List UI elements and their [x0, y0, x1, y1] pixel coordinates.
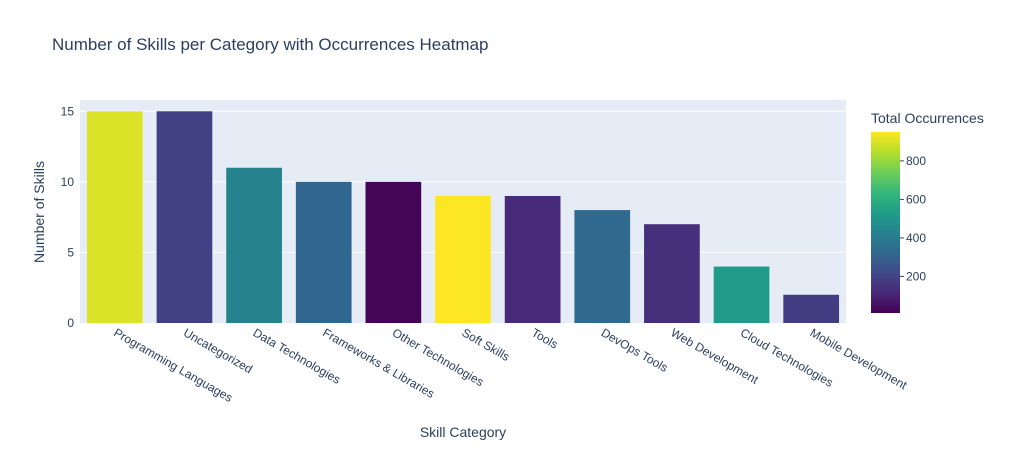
x-tick-label: Soft Skills	[460, 325, 513, 363]
x-axis-title: Skill Category	[420, 424, 506, 440]
bar	[574, 210, 631, 323]
bar	[504, 195, 561, 323]
colorbar	[871, 132, 900, 313]
y-tick-labels: 0 5 10 15	[61, 104, 75, 330]
bar	[295, 181, 352, 323]
y-tick-label: 5	[67, 245, 74, 259]
x-tick-label: Frameworks & Libraries	[320, 325, 437, 400]
bar	[86, 111, 143, 323]
bar	[226, 167, 282, 323]
chart-title: Number of Skills per Category with Occur…	[52, 35, 489, 54]
bars	[86, 111, 840, 323]
bar	[435, 195, 491, 323]
colorbar-tick-labels: 200 400 600 800	[900, 154, 926, 283]
bar	[644, 224, 700, 323]
x-tick-label: Tools	[529, 325, 560, 351]
y-tick-label: 15	[61, 104, 75, 118]
colorbar-tick-label: 600	[906, 192, 926, 206]
colorbar-tick-label: 200	[906, 269, 926, 283]
y-axis-title: Number of Skills	[31, 161, 47, 263]
bar	[365, 181, 422, 323]
colorbar-title: Total Occurrences	[871, 110, 984, 126]
x-tick-label: DevOps Tools	[599, 325, 671, 374]
colorbar-tick-label: 800	[906, 154, 926, 168]
y-tick-label: 10	[61, 175, 75, 189]
bar	[713, 266, 770, 323]
bar	[783, 294, 840, 323]
bar	[156, 111, 213, 323]
colorbar-tick-label: 400	[906, 231, 926, 245]
x-tick-label: Programming Languages	[111, 325, 235, 404]
y-tick-label: 0	[67, 316, 74, 330]
